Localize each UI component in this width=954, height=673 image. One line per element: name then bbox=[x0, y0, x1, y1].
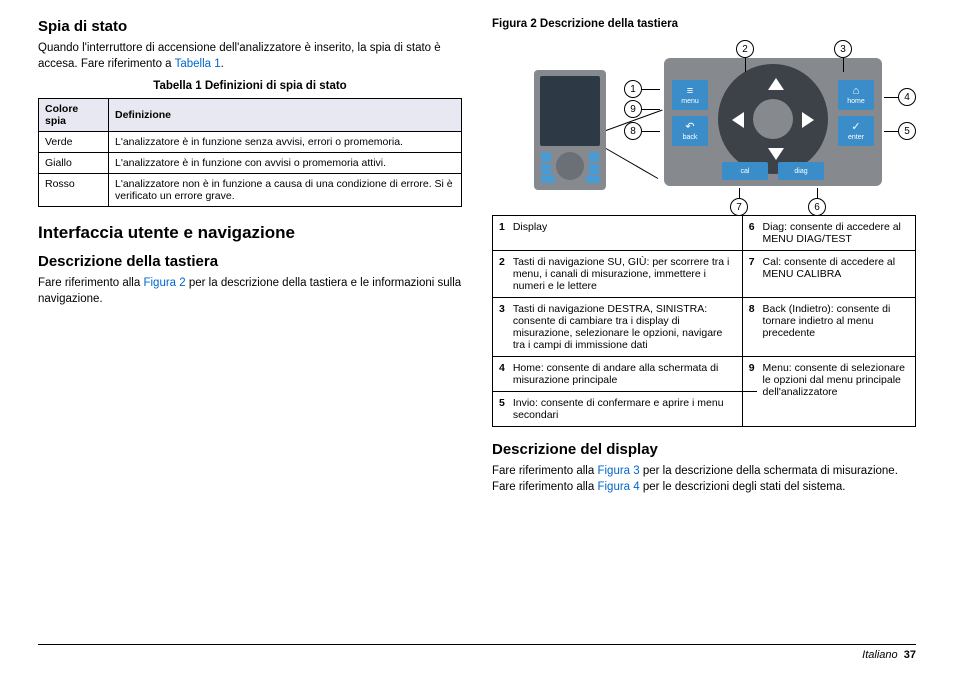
table1-h1: Colore spia bbox=[39, 99, 109, 132]
callout-9: 9 bbox=[624, 100, 660, 118]
arrow-down-icon bbox=[768, 148, 784, 160]
enter-icon: ✓ bbox=[851, 122, 860, 133]
footer-language: Italiano bbox=[862, 649, 897, 661]
link-figura4[interactable]: Figura 4 bbox=[597, 481, 639, 493]
table1-caption: Tabella 1 Definizioni di spia di stato bbox=[38, 80, 462, 92]
key-menu: ≡menu bbox=[672, 80, 708, 110]
page-footer: Italiano 37 bbox=[38, 644, 916, 661]
dpad bbox=[718, 64, 828, 174]
device-mini-keys bbox=[540, 150, 600, 184]
device-screen bbox=[540, 76, 600, 146]
mini-key bbox=[541, 164, 551, 174]
callout-5: 5 bbox=[884, 122, 916, 140]
device-body bbox=[534, 70, 606, 190]
arrow-up-icon bbox=[768, 78, 784, 90]
link-tabella1[interactable]: Tabella 1 bbox=[175, 58, 221, 70]
link-figura3[interactable]: Figura 3 bbox=[597, 465, 639, 477]
mini-dpad bbox=[556, 152, 584, 180]
table-row: GialloL'analizzatore è in funzione con a… bbox=[39, 153, 462, 174]
back-icon: ↶ bbox=[685, 122, 694, 133]
arrow-right-icon bbox=[802, 112, 814, 128]
callout-3: 3 bbox=[834, 40, 852, 72]
table-row: 3Tasti di navigazione DESTRA, SINISTRA: … bbox=[493, 298, 916, 357]
key-cal: cal bbox=[722, 162, 768, 180]
para-spia: Quando l'interruttore di accensione dell… bbox=[38, 41, 462, 72]
heading-interface: Interfaccia utente e navigazione bbox=[38, 223, 462, 243]
para-keypad: Fare riferimento alla Figura 2 per la de… bbox=[38, 276, 462, 307]
callout-8: 8 bbox=[624, 122, 660, 140]
callout-1: 1 bbox=[624, 80, 660, 98]
link-figura2[interactable]: Figura 2 bbox=[143, 277, 185, 289]
figure2-caption: Figura 2 Descrizione della tastiera bbox=[492, 18, 916, 30]
footer-page-number: 37 bbox=[904, 649, 916, 661]
heading-keypad: Descrizione della tastiera bbox=[38, 253, 462, 270]
mini-key bbox=[586, 175, 600, 183]
page: Spia di stato Quando l'interruttore di a… bbox=[0, 0, 954, 513]
heading-spia: Spia di stato bbox=[38, 18, 462, 35]
para-display: Fare riferimento alla Figura 3 per la de… bbox=[492, 464, 916, 495]
para-keypad-a: Fare riferimento alla bbox=[38, 277, 143, 289]
dpad-center bbox=[753, 99, 793, 139]
arrow-left-icon bbox=[732, 112, 744, 128]
callout-4: 4 bbox=[884, 88, 916, 106]
table-row: 4Home: consente di andare alla schermata… bbox=[493, 357, 916, 392]
key-enter: ✓enter bbox=[838, 116, 874, 146]
keypad-diagram: ≡menu ↶back ⌂home ✓enter cal diag 1 2 3 … bbox=[494, 40, 914, 205]
menu-icon: ≡ bbox=[687, 86, 693, 97]
left-column: Spia di stato Quando l'interruttore di a… bbox=[38, 18, 462, 503]
table1: Colore spia Definizione VerdeL'analizzat… bbox=[38, 98, 462, 207]
callout-6: 6 bbox=[808, 188, 826, 216]
table-row: VerdeL'analizzatore è in funzione senza … bbox=[39, 132, 462, 153]
keypad-enlarged: ≡menu ↶back ⌂home ✓enter cal diag bbox=[664, 58, 882, 186]
key-diag: diag bbox=[778, 162, 824, 180]
table-row: 1Display 6Diag: consente di accedere al … bbox=[493, 216, 916, 251]
right-column: Figura 2 Descrizione della tastiera bbox=[492, 18, 916, 503]
key-back: ↶back bbox=[672, 116, 708, 146]
callout-7: 7 bbox=[730, 188, 748, 216]
para-spia-a: Quando l'interruttore di accensione dell… bbox=[38, 42, 441, 70]
legend-table: 1Display 6Diag: consente di accedere al … bbox=[492, 215, 916, 427]
mini-key bbox=[541, 175, 555, 183]
home-icon: ⌂ bbox=[853, 86, 860, 97]
mini-key bbox=[589, 152, 599, 162]
para-spia-b: . bbox=[221, 58, 224, 70]
callout-2: 2 bbox=[736, 40, 754, 72]
mini-key bbox=[589, 164, 599, 174]
key-home: ⌂home bbox=[838, 80, 874, 110]
heading-display: Descrizione del display bbox=[492, 441, 916, 458]
table1-h2: Definizione bbox=[109, 99, 462, 132]
table-row: 2Tasti di navigazione SU, GIÙ: per scorr… bbox=[493, 251, 916, 298]
table-row: RossoL'analizzatore non è in funzione a … bbox=[39, 174, 462, 207]
mini-key bbox=[541, 152, 551, 162]
